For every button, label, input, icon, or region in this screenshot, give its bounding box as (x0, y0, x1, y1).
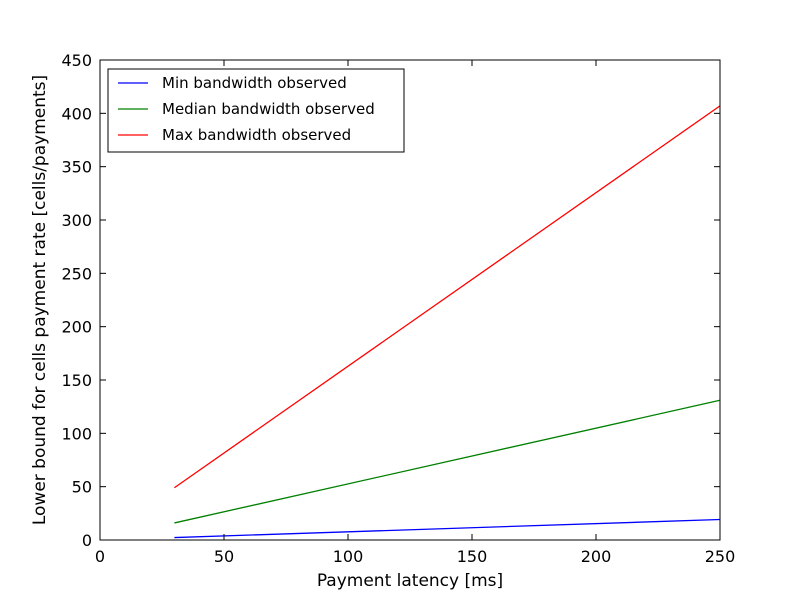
y-tick-label: 200 (61, 318, 92, 337)
series-line-1 (174, 518, 721, 539)
x-tick-label: 200 (581, 547, 612, 566)
series-line-2 (174, 399, 721, 524)
axes-frame (99, 59, 721, 541)
legend-box (107, 68, 405, 153)
y-tick-label: 150 (61, 371, 92, 390)
x-tick-label: 50 (214, 547, 234, 566)
y-axis-ticks: 0 50 100 150 200 250 300 350 400 450 (61, 51, 720, 550)
x-tick-label: 250 (705, 547, 736, 566)
legend-entries: Min bandwidth observed Median bandwidth o… (118, 74, 375, 144)
y-tick-label: 400 (61, 104, 92, 123)
y-tick-label: 50 (72, 478, 92, 497)
y-tick-label: 350 (61, 158, 92, 177)
x-axis-title: Payment latency [ms] (317, 571, 503, 591)
x-tick-label: 150 (457, 547, 488, 566)
x-tick-label: 0 (95, 547, 105, 566)
legend-label-3: Max bandwidth observed (162, 126, 351, 144)
legend-label-1: Min bandwidth observed (162, 74, 347, 92)
series-layer (174, 105, 721, 539)
plot-area: 0 50 100 150 200 250 0 50 100 150 200 250 300 350 400… (61, 51, 735, 566)
legend-label-2: Median bandwidth observed (162, 100, 375, 118)
series-line-3 (174, 105, 721, 489)
x-axis-ticks: 0 50 100 150 200 250 (95, 60, 735, 566)
y-tick-label: 0 (82, 531, 92, 550)
y-tick-label: 450 (61, 51, 92, 70)
legend: Min bandwidth observed Median bandwidth o… (107, 68, 405, 153)
y-tick-label: 300 (61, 211, 92, 230)
x-tick-label: 100 (333, 547, 364, 566)
y-tick-label: 100 (61, 424, 92, 443)
y-tick-label: 250 (61, 264, 92, 283)
y-axis-title: Lower bound for cells payment rate [cell… (30, 75, 50, 525)
